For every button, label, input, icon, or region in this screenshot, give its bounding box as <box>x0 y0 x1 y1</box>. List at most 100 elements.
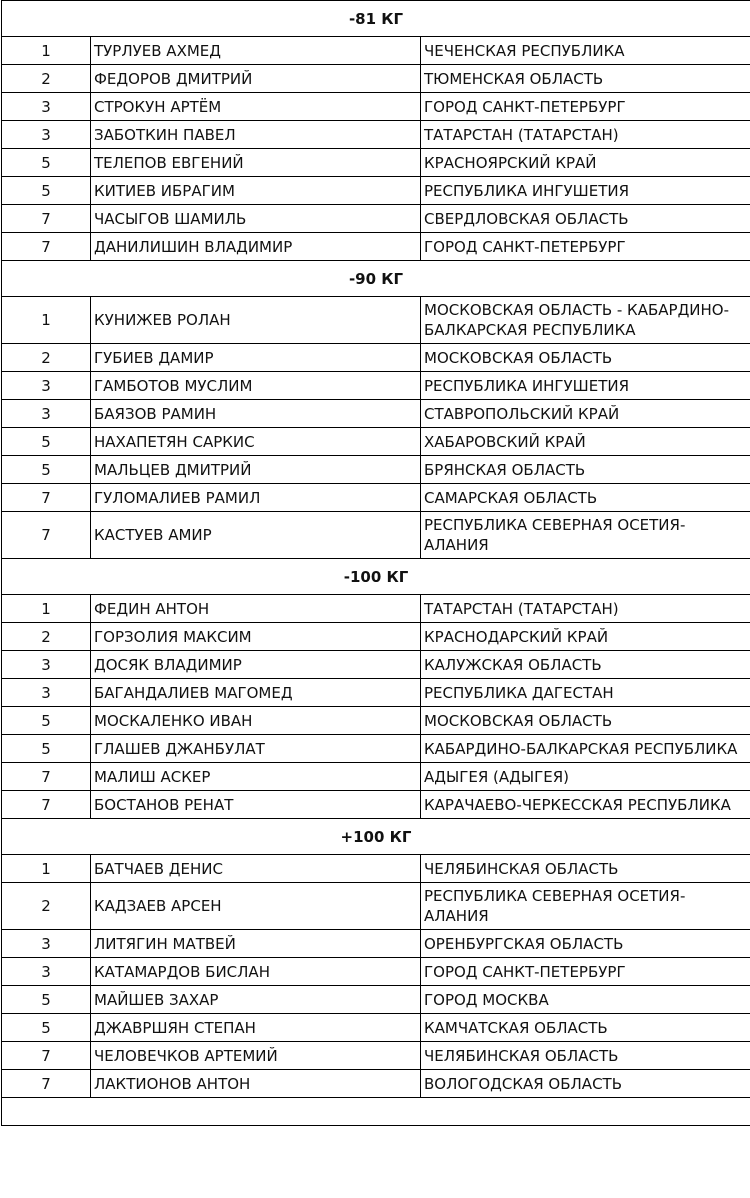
table-row: 3 СТРОКУН АРТЁМ ГОРОД САНКТ-ПЕТЕРБУРГ <box>1 92 750 121</box>
table-row: 1 ТУРЛУЕВ АХМЕД ЧЕЧЕНСКАЯ РЕСПУБЛИКА <box>1 36 750 65</box>
region: КАРАЧАЕВО-ЧЕРКЕССКАЯ РЕСПУБЛИКА <box>419 790 750 819</box>
region: КАМЧАТСКАЯ ОБЛАСТЬ <box>419 1013 750 1042</box>
region: СТАВРОПОЛЬСКИЙ КРАЙ <box>419 399 750 428</box>
place: 1 <box>1 594 91 623</box>
athlete-name: ГУБИЕВ ДАМИР <box>90 343 421 372</box>
athlete-name: МАЙШЕВ ЗАХАР <box>90 985 421 1014</box>
table-row: 7 ГУЛОМАЛИЕВ РАМИЛ САМАРСКАЯ ОБЛАСТЬ <box>1 483 750 512</box>
table-row: 5 МАЛЬЦЕВ ДМИТРИЙ БРЯНСКАЯ ОБЛАСТЬ <box>1 455 750 484</box>
table-row: 2 КАДЗАЕВ АРСЕН РЕСПУБЛИКА СЕВЕРНАЯ ОСЕТИЯ… <box>1 882 750 930</box>
region: ГОРОД МОСКВА <box>419 985 750 1014</box>
region: КРАСНОЯРСКИЙ КРАЙ <box>419 148 750 177</box>
athlete-name: НАХАПЕТЯН САРКИС <box>90 427 421 456</box>
category-title: +100 КГ <box>0 818 750 855</box>
place: 1 <box>1 36 91 65</box>
region: ТАТАРСТАН (ТАТАРСТАН) <box>419 120 750 149</box>
athlete-name: ГОРЗОЛИЯ МАКСИМ <box>90 622 421 651</box>
table-row: 2 ГУБИЕВ ДАМИР МОСКОВСКАЯ ОБЛАСТЬ <box>1 343 750 372</box>
athlete-name: МАЛЬЦЕВ ДМИТРИЙ <box>90 455 421 484</box>
region: АДЫГЕЯ (АДЫГЕЯ) <box>419 762 750 791</box>
region: ХАБАРОВСКИЙ КРАЙ <box>419 427 750 456</box>
table-row: 3 ЗАБОТКИН ПАВЕЛ ТАТАРСТАН (ТАТАРСТАН) <box>1 120 750 149</box>
table-row: 1 КУНИЖЕВ РОЛАН МОСКОВСКАЯ ОБЛАСТЬ - КАБАР… <box>1 296 750 344</box>
place: 7 <box>1 204 91 233</box>
athlete-name: ДАНИЛИШИН ВЛАДИМИР <box>90 232 421 261</box>
athlete-name: ДОСЯК ВЛАДИМИР <box>90 650 421 679</box>
region: КАБАРДИНО-БАЛКАРСКАЯ РЕСПУБЛИКА <box>419 734 750 763</box>
athlete-name: ТЕЛЕПОВ ЕВГЕНИЙ <box>90 148 421 177</box>
table-row: 5 МОСКАЛЕНКО ИВАН МОСКОВСКАЯ ОБЛАСТЬ <box>1 706 750 735</box>
athlete-name: БАТЧАЕВ ДЕНИС <box>90 854 421 883</box>
region: РЕСПУБЛИКА ИНГУШЕТИЯ <box>419 176 750 205</box>
trailing-row <box>0 1097 750 1126</box>
athlete-name: БОСТАНОВ РЕНАТ <box>90 790 421 819</box>
place: 3 <box>1 650 91 679</box>
athlete-name: ЧАСЫГОВ ШАМИЛЬ <box>90 204 421 233</box>
place: 3 <box>1 399 91 428</box>
table-row: 5 ТЕЛЕПОВ ЕВГЕНИЙ КРАСНОЯРСКИЙ КРАЙ <box>1 148 750 177</box>
table-row: 3 КАТАМАРДОВ БИСЛАН ГОРОД САНКТ-ПЕТЕРБУРГ <box>1 957 750 986</box>
athlete-name: ГЛАШЕВ ДЖАНБУЛАТ <box>90 734 421 763</box>
athlete-name: КУНИЖЕВ РОЛАН <box>90 296 421 344</box>
region: МОСКОВСКАЯ ОБЛАСТЬ <box>419 706 750 735</box>
athlete-name: КАДЗАЕВ АРСЕН <box>90 882 421 930</box>
table-row: 7 КАСТУЕВ АМИР РЕСПУБЛИКА СЕВЕРНАЯ ОСЕТИЯ-… <box>1 511 750 559</box>
category-title: -90 КГ <box>0 260 750 297</box>
athlete-name: КИТИЕВ ИБРАГИМ <box>90 176 421 205</box>
place: 3 <box>1 92 91 121</box>
region: РЕСПУБЛИКА ДАГЕСТАН <box>419 678 750 707</box>
athlete-name: ЗАБОТКИН ПАВЕЛ <box>90 120 421 149</box>
table-row: 7 БОСТАНОВ РЕНАТ КАРАЧАЕВО-ЧЕРКЕССКАЯ РЕСП… <box>1 790 750 819</box>
place: 7 <box>1 1069 91 1098</box>
table-row: 7 ЧАСЫГОВ ШАМИЛЬ СВЕРДЛОВСКАЯ ОБЛАСТЬ <box>1 204 750 233</box>
region: ТЮМЕНСКАЯ ОБЛАСТЬ <box>419 64 750 93</box>
place: 2 <box>1 343 91 372</box>
place: 3 <box>1 957 91 986</box>
table-row: 2 ГОРЗОЛИЯ МАКСИМ КРАСНОДАРСКИЙ КРАЙ <box>1 622 750 651</box>
athlete-name: КАТАМАРДОВ БИСЛАН <box>90 957 421 986</box>
table-row: 5 КИТИЕВ ИБРАГИМ РЕСПУБЛИКА ИНГУШЕТИЯ <box>1 176 750 205</box>
place: 3 <box>1 678 91 707</box>
table-row: 2 ФЕДОРОВ ДМИТРИЙ ТЮМЕНСКАЯ ОБЛАСТЬ <box>1 64 750 93</box>
place: 5 <box>1 427 91 456</box>
place: 2 <box>1 64 91 93</box>
table-row: 5 НАХАПЕТЯН САРКИС ХАБАРОВСКИЙ КРАЙ <box>1 427 750 456</box>
athlete-name: СТРОКУН АРТЁМ <box>90 92 421 121</box>
place: 1 <box>1 854 91 883</box>
category-title: -100 КГ <box>0 558 750 595</box>
table-row: 3 ДОСЯК ВЛАДИМИР КАЛУЖСКАЯ ОБЛАСТЬ <box>1 650 750 679</box>
athlete-name: БАГАНДАЛИЕВ МАГОМЕД <box>90 678 421 707</box>
region: ЧЕЛЯБИНСКАЯ ОБЛАСТЬ <box>419 1041 750 1070</box>
place: 5 <box>1 734 91 763</box>
table-row: 5 ДЖАВРШЯН СТЕПАН КАМЧАТСКАЯ ОБЛАСТЬ <box>1 1013 750 1042</box>
place: 5 <box>1 148 91 177</box>
place: 5 <box>1 706 91 735</box>
place: 7 <box>1 1041 91 1070</box>
table-row: 5 ГЛАШЕВ ДЖАНБУЛАТ КАБАРДИНО-БАЛКАРСКАЯ РЕ… <box>1 734 750 763</box>
region: ЧЕЧЕНСКАЯ РЕСПУБЛИКА <box>419 36 750 65</box>
athlete-name: МОСКАЛЕНКО ИВАН <box>90 706 421 735</box>
table-row: 5 МАЙШЕВ ЗАХАР ГОРОД МОСКВА <box>1 985 750 1014</box>
athlete-name: ФЕДОРОВ ДМИТРИЙ <box>90 64 421 93</box>
table-row: 3 ЛИТЯГИН МАТВЕЙ ОРЕНБУРГСКАЯ ОБЛАСТЬ <box>1 929 750 958</box>
region: КАЛУЖСКАЯ ОБЛАСТЬ <box>419 650 750 679</box>
place: 3 <box>1 371 91 400</box>
table-row: 7 ДАНИЛИШИН ВЛАДИМИР ГОРОД САНКТ-ПЕТЕРБУРГ <box>1 232 750 261</box>
table-row: 7 ЛАКТИОНОВ АНТОН ВОЛОГОДСКАЯ ОБЛАСТЬ <box>1 1069 750 1098</box>
athlete-name: БАЯЗОВ РАМИН <box>90 399 421 428</box>
place: 2 <box>1 882 91 930</box>
place: 1 <box>1 296 91 344</box>
place: 5 <box>1 176 91 205</box>
category-header-row: -81 КГ <box>0 0 750 37</box>
place: 7 <box>1 232 91 261</box>
place: 7 <box>1 511 91 559</box>
region: ГОРОД САНКТ-ПЕТЕРБУРГ <box>419 232 750 261</box>
region: МОСКОВСКАЯ ОБЛАСТЬ <box>419 343 750 372</box>
category-header-row: -90 КГ <box>0 260 750 297</box>
table-row: 7 ЧЕЛОВЕЧКОВ АРТЕМИЙ ЧЕЛЯБИНСКАЯ ОБЛАСТЬ <box>1 1041 750 1070</box>
region: ОРЕНБУРГСКАЯ ОБЛАСТЬ <box>419 929 750 958</box>
region: ГОРОД САНКТ-ПЕТЕРБУРГ <box>419 957 750 986</box>
region: РЕСПУБЛИКА СЕВЕРНАЯ ОСЕТИЯ-АЛАНИЯ <box>419 511 750 559</box>
place: 5 <box>1 455 91 484</box>
table-row: 1 БАТЧАЕВ ДЕНИС ЧЕЛЯБИНСКАЯ ОБЛАСТЬ <box>1 854 750 883</box>
